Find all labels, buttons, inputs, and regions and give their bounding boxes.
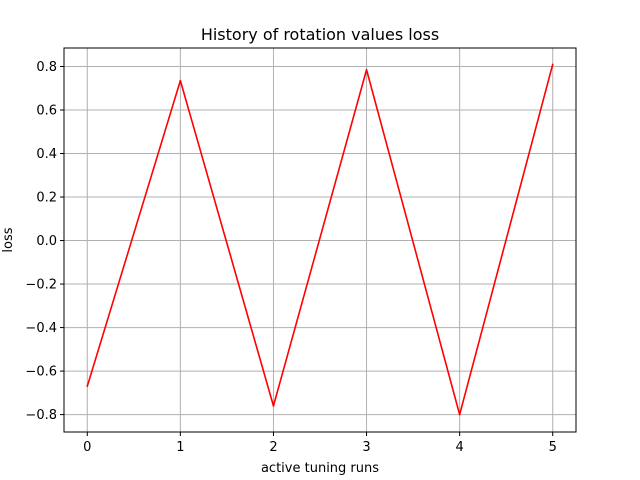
plot-frame — [63, 47, 577, 433]
data-point — [551, 63, 554, 66]
x-axis-title: active tuning runs — [261, 461, 379, 476]
data-point — [179, 79, 182, 82]
y-tick-label: −0.8 — [25, 408, 57, 423]
data-point — [458, 413, 461, 416]
data-point — [86, 385, 89, 388]
x-tick-label: 4 — [455, 440, 463, 455]
y-tick-label: 0.4 — [36, 147, 57, 162]
y-axis-title: loss — [1, 227, 16, 252]
x-axis: 0 1 2 3 4 5 — [83, 432, 557, 455]
y-tick-label: −0.6 — [25, 365, 57, 380]
x-tick-label: 5 — [549, 440, 557, 455]
data-point — [365, 68, 368, 71]
x-tick-label: 3 — [362, 440, 370, 455]
x-tick-label: 1 — [176, 440, 184, 455]
y-tick-label: −0.4 — [25, 321, 57, 336]
data-point — [272, 405, 275, 407]
series-line — [86, 64, 554, 416]
series-layer — [86, 63, 554, 416]
y-tick-label: 0.6 — [36, 104, 57, 119]
chart-title: History of rotation values loss — [201, 25, 439, 44]
y-tick-label: 0.0 — [36, 234, 57, 249]
y-tick-label: 0.8 — [36, 60, 57, 75]
y-tick-label: 0.2 — [36, 191, 57, 206]
x-tick-label: 2 — [269, 440, 277, 455]
y-tick-label: −0.2 — [25, 278, 57, 293]
x-tick-label: 0 — [83, 440, 91, 455]
y-axis: −0.8 −0.6 −0.4 −0.2 0.0 0.2 0.4 0.6 0.8 — [25, 60, 64, 423]
